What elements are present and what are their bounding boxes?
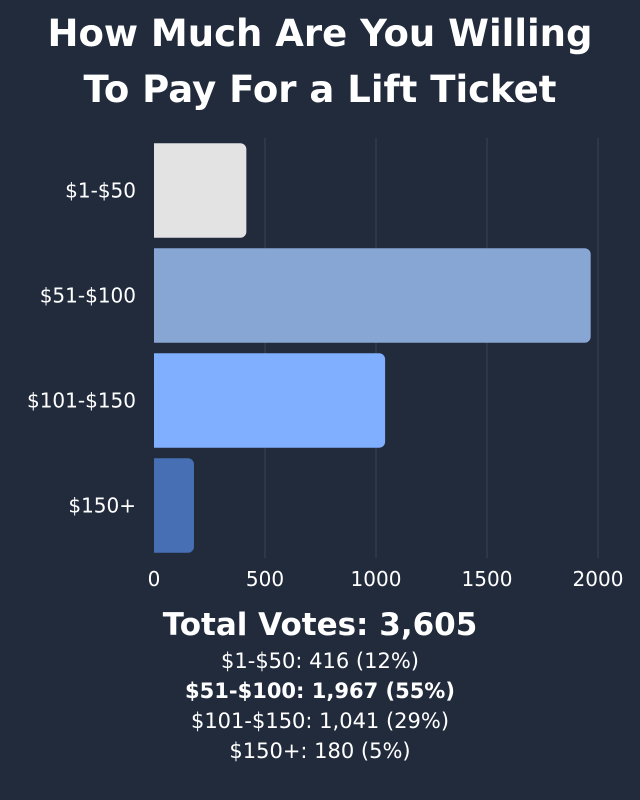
total-votes: Total Votes: 3,605 (162, 607, 478, 643)
chart-title-line-1: How Much Are You Willing (47, 12, 593, 55)
category-label: $101-$150 (27, 389, 136, 413)
vote-summary: Total Votes: 3,605 $1-$50: 416 (12%) $51… (0, 604, 640, 766)
chart-title-line-2: To Pay For a Lift Ticket (83, 68, 557, 111)
summary-line: $1-$50: 416 (12%) (221, 649, 419, 673)
tick-label: 1000 (351, 567, 402, 590)
tick-label: 2000 (573, 567, 624, 590)
tick-label: 0 (148, 567, 161, 590)
chart-title: How Much Are You Willing To Pay For a Li… (0, 6, 640, 118)
bar (154, 143, 247, 238)
category-label: $1-$50 (65, 179, 136, 203)
bar (154, 248, 591, 343)
summary-line: $150+: 180 (5%) (229, 739, 411, 763)
tick-label: 1500 (462, 567, 513, 590)
tick-label: 500 (246, 567, 284, 590)
summary-line: $51-$100: 1,967 (55%) (185, 679, 455, 703)
category-label: $150+ (68, 494, 136, 518)
category-label: $51-$100 (40, 284, 136, 308)
bar (154, 458, 194, 553)
bar (153, 353, 386, 448)
bar-chart: $1-$50 $51-$100 $101-$150 $150+ 0 500 1000 1500… (27, 138, 624, 590)
summary-line: $101-$150: 1,041 (29%) (190, 709, 450, 733)
